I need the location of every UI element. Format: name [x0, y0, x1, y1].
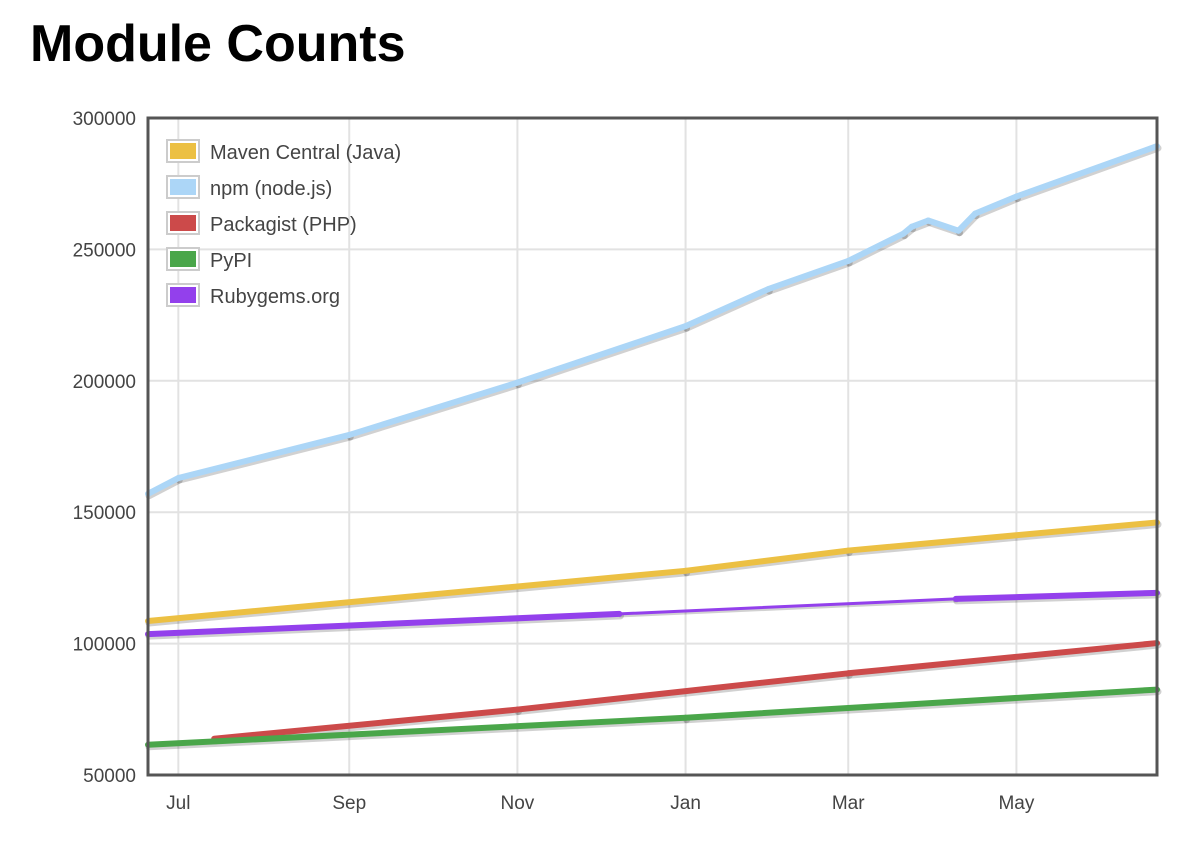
x-tick-label: Jan [670, 793, 701, 814]
y-tick-label: 200000 [73, 372, 136, 393]
series-shadow [618, 599, 959, 618]
series-line-maven-central-java- [682, 547, 852, 574]
series-line-rubygems-org [617, 597, 958, 616]
series-line-npm-node-js- [346, 379, 521, 438]
series-line-rubygems-org [145, 610, 623, 638]
x-tick-label: Jul [166, 793, 190, 814]
x-tick-label: Mar [832, 793, 865, 814]
series-line-npm-node-js- [925, 217, 962, 234]
chart-title: Module Counts [30, 15, 406, 73]
x-tick-label: May [998, 793, 1034, 814]
series-line-npm-node-js- [175, 431, 353, 482]
series-line-packagist-php- [845, 640, 1160, 677]
x-tick-label: Sep [332, 793, 366, 814]
series-line-npm-node-js- [845, 230, 907, 264]
x-tick-label: Nov [501, 793, 535, 814]
series-line-pypi [145, 714, 689, 748]
series-line-npm-node-js- [514, 323, 689, 386]
series-line-npm-node-js- [145, 475, 182, 497]
legend-label: Rubygems.org [210, 286, 340, 308]
series-line-maven-central-java- [145, 567, 689, 624]
y-tick-label: 300000 [73, 109, 136, 130]
series-line-npm-node-js- [972, 193, 1020, 217]
legend-label: npm (node.js) [210, 178, 332, 200]
legend-swatch [170, 179, 196, 195]
series-line-packagist-php- [211, 706, 521, 742]
series-line-maven-central-java- [845, 519, 1160, 554]
y-tick-label: 50000 [83, 766, 136, 787]
series-line-rubygems-org [952, 589, 1160, 602]
plot-border [146, 116, 1159, 777]
legend-swatch [170, 143, 196, 159]
legend-swatch [170, 251, 196, 267]
series-line-pypi [682, 686, 1160, 721]
series-line-packagist-php- [514, 670, 852, 713]
series-line-npm-node-js- [1013, 143, 1160, 200]
legend-label: Packagist (PHP) [210, 214, 357, 236]
legend-swatch [170, 215, 196, 231]
series-line-npm-node-js- [682, 286, 772, 330]
legend-label: Maven Central (Java) [210, 142, 401, 164]
series-line-npm-node-js- [765, 257, 852, 293]
y-tick-label: 100000 [73, 635, 136, 656]
series-line-npm-node-js- [955, 210, 979, 234]
legend-swatch [170, 287, 196, 303]
y-tick-label: 250000 [73, 240, 136, 261]
y-tick-label: 150000 [73, 503, 136, 524]
legend-label: PyPI [210, 250, 252, 272]
